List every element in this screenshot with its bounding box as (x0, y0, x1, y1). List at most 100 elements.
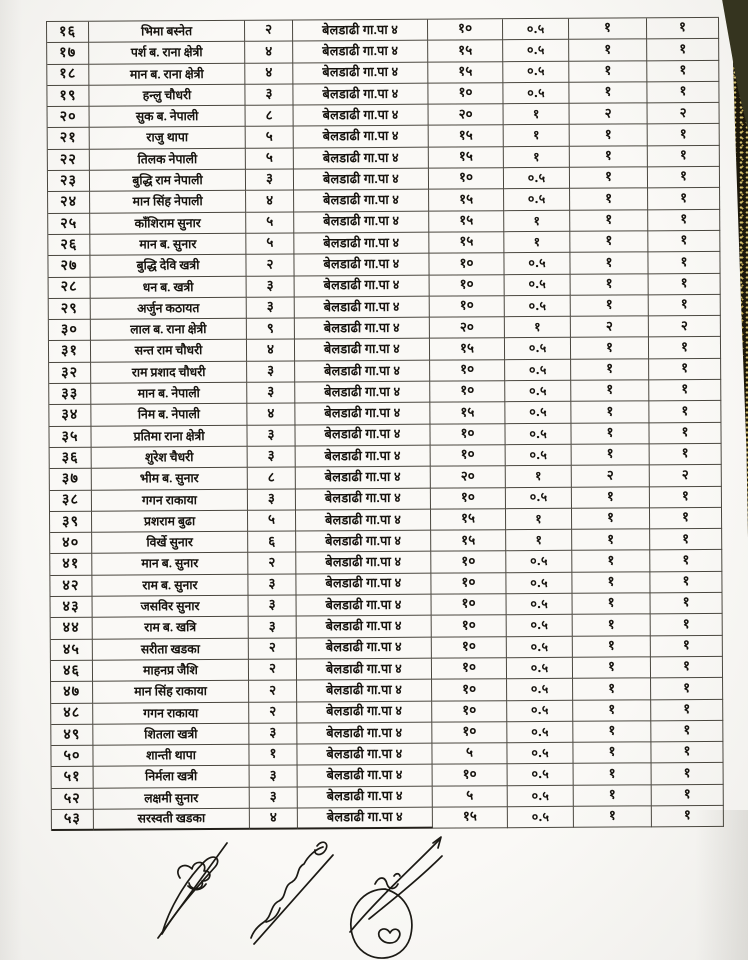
cell-amount-1: १० (429, 253, 505, 276)
cell-count: ८ (247, 467, 296, 490)
cell-amount-2: १ (504, 210, 571, 233)
cell-count: २ (249, 701, 298, 724)
cell-local-body: बेलडाढी गा.पा ४ (296, 552, 432, 575)
cell-serial-number: ५१ (51, 767, 94, 789)
cell-amount-1: १० (429, 296, 505, 318)
cell-amount-4: १ (647, 81, 720, 104)
cell-serial-number: ४९ (51, 724, 94, 747)
cell-serial-number: ३६ (49, 447, 92, 470)
cell-amount-1: १० (427, 19, 504, 41)
cell-name: गगन राकाया (93, 702, 250, 725)
cell-local-body: बेलडाढी गा.पा ४ (297, 743, 433, 766)
cell-name: धन ब. खत्री (90, 276, 247, 299)
cell-name: लाल ब. राना क्षेत्री (90, 318, 247, 342)
cell-amount-2: ०.५ (507, 764, 574, 786)
cell-amount-4: १ (647, 60, 720, 83)
cell-amount-2: ०.५ (506, 551, 573, 573)
cell-amount-2: ०.५ (507, 806, 574, 829)
cell-amount-4: १ (649, 379, 722, 402)
cell-amount-3: १ (569, 39, 648, 62)
cell-amount-2: ०.५ (507, 721, 574, 744)
cell-amount-4: २ (648, 316, 721, 338)
cell-amount-1: १५ (429, 338, 506, 361)
cell-amount-2: ०.५ (505, 444, 572, 467)
signature-middle-icon (250, 841, 334, 945)
cell-serial-number: ४८ (51, 703, 94, 725)
cell-name: मान ब. नेपाली (91, 382, 248, 406)
cell-amount-4: १ (651, 741, 724, 764)
cell-amount-3: १ (573, 742, 652, 765)
cell-local-body: बेलडाढी गा.पा ४ (294, 275, 430, 298)
cell-amount-3: १ (572, 657, 652, 679)
cell-amount-1: १० (431, 636, 507, 659)
cell-amount-4: १ (651, 699, 724, 722)
cell-local-body: बेलडाढी गा.पा ४ (296, 658, 433, 681)
cell-local-body: बेलडाढी गा.पा ४ (295, 488, 431, 511)
cell-count: ३ (245, 169, 295, 192)
cell-amount-3: १ (573, 806, 652, 829)
cell-count: ५ (246, 233, 295, 256)
cell-serial-number: ४५ (50, 639, 93, 661)
cell-amount-2: १ (504, 231, 571, 254)
cell-amount-1: १५ (429, 232, 505, 254)
cell-serial-number: ३७ (49, 468, 92, 491)
cell-count: ३ (246, 276, 295, 298)
cell-serial-number: ३४ (49, 405, 92, 427)
cell-serial-number: १८ (47, 64, 90, 86)
cell-amount-2: १ (506, 529, 573, 552)
cell-local-body: बेलडाढी गा.पा ४ (296, 594, 432, 617)
cell-amount-3: २ (570, 316, 649, 339)
cell-serial-number: ३८ (49, 490, 92, 512)
cell-amount-1: १० (430, 381, 506, 404)
cell-count: २ (248, 638, 297, 660)
cell-local-body: बेलडाढी गा.पा ४ (296, 530, 432, 553)
cell-amount-3: १ (571, 380, 650, 403)
cell-amount-1: २० (428, 104, 504, 127)
cell-amount-3: १ (573, 763, 652, 786)
cell-amount-2: ०.५ (507, 678, 574, 701)
cell-local-body: बेलडाढी गा.पा ४ (295, 509, 432, 532)
cell-name: निर्मला खत्री (93, 766, 250, 789)
cell-amount-1: १५ (428, 40, 504, 63)
cell-amount-4: २ (649, 465, 722, 487)
cell-name: मान सिंह राकाया (93, 680, 250, 704)
cell-count: ८ (245, 105, 294, 128)
cell-count: ३ (247, 382, 296, 405)
cell-local-body: बेलडाढी गा.पा ४ (295, 466, 431, 490)
cell-amount-1: १० (430, 487, 506, 510)
cell-amount-1: १० (428, 168, 505, 191)
cell-name: प्रतिमा राना क्षेत्री (91, 425, 248, 448)
cell-name: राम प्रशाद चौधरी (91, 361, 248, 384)
cell-local-body: बेलडाढी गा.पा ४ (294, 211, 430, 234)
cell-amount-4: १ (651, 805, 724, 828)
cell-amount-3: १ (571, 486, 650, 509)
cell-local-body: बेलडाढी गा.पा ४ (294, 339, 431, 362)
cell-serial-number: ४६ (50, 660, 94, 683)
cell-amount-1: २० (429, 317, 505, 340)
cell-amount-2: ०.५ (502, 18, 570, 41)
cell-name: बुद्धि देवि खत्री (90, 255, 247, 278)
cell-serial-number: २१ (47, 128, 90, 150)
cell-name: राम ब. खत्रि (92, 617, 249, 640)
cell-amount-4: १ (647, 39, 720, 61)
cell-count: ५ (245, 148, 294, 170)
cell-amount-4: १ (648, 337, 722, 360)
cell-local-body: बेलडाढी गा.पा ४ (293, 147, 429, 170)
cell-amount-3: १ (573, 678, 652, 701)
cell-amount-3: १ (572, 614, 651, 637)
cell-count: ६ (248, 531, 297, 554)
cell-amount-3: १ (571, 444, 650, 467)
cell-local-body: बेलडाढी गा.पा ४ (294, 317, 430, 340)
cell-name: विर्खे सुनार (92, 531, 249, 555)
cell-amount-2: ०.५ (505, 487, 572, 510)
cell-count: ३ (247, 425, 296, 447)
cell-amount-4: १ (651, 784, 724, 807)
cell-amount-2: ०.५ (505, 423, 572, 446)
cell-name: शान्ती थापा (93, 744, 250, 768)
cell-amount-4: १ (650, 635, 723, 658)
cell-amount-3: १ (569, 82, 648, 104)
cell-amount-2: ०.५ (503, 40, 570, 62)
cell-count: ५ (245, 126, 294, 149)
cell-amount-2: ०.५ (503, 167, 571, 190)
cell-serial-number: १९ (47, 85, 90, 108)
